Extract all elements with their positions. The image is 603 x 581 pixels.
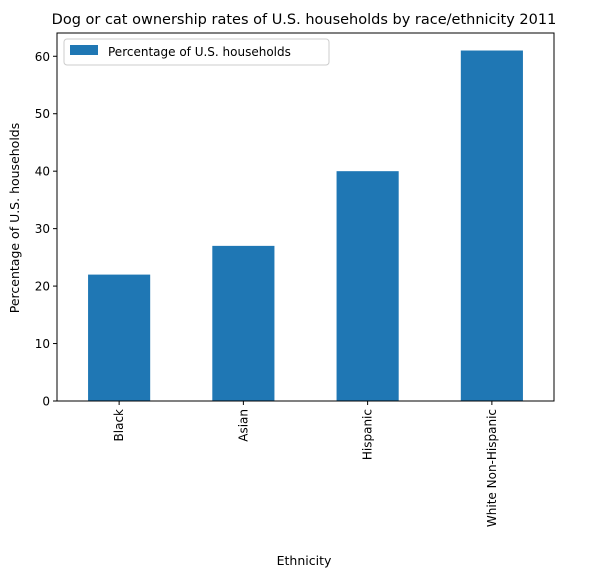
plot-area: 0 10 20 30 40 50 60 Black Asian Hispanic White Non… — [35, 32, 555, 527]
y-tick-label: 30 — [35, 222, 50, 236]
y-tick-label: 50 — [35, 107, 50, 121]
bar-black — [88, 274, 151, 401]
legend-swatch — [70, 45, 98, 55]
bar-white-non-hispanic — [460, 50, 523, 402]
y-tick-label: 20 — [35, 280, 50, 294]
bar-hispanic — [336, 171, 399, 401]
y-tick-label: 10 — [35, 337, 50, 351]
x-tick-label: Black — [112, 409, 126, 442]
legend-label: Percentage of U.S. households — [108, 45, 291, 59]
bar-asian — [212, 245, 275, 401]
x-tick-label: White Non-Hispanic — [485, 409, 499, 527]
y-tick-label: 60 — [35, 50, 50, 64]
legend-box — [63, 38, 330, 66]
y-tick-label: 40 — [35, 165, 50, 179]
x-tick-label: Hispanic — [361, 409, 375, 460]
y-tick-label: 0 — [42, 395, 50, 409]
y-axis-label: Percentage of U.S. households — [7, 123, 22, 314]
axes-frame — [56, 32, 555, 402]
x-axis-label: Ethnicity — [277, 553, 332, 568]
x-tick-label: Asian — [236, 409, 250, 442]
chart-title: Dog or cat ownership rates of U.S. house… — [52, 12, 557, 28]
legend: Percentage of U.S. households — [63, 38, 330, 66]
